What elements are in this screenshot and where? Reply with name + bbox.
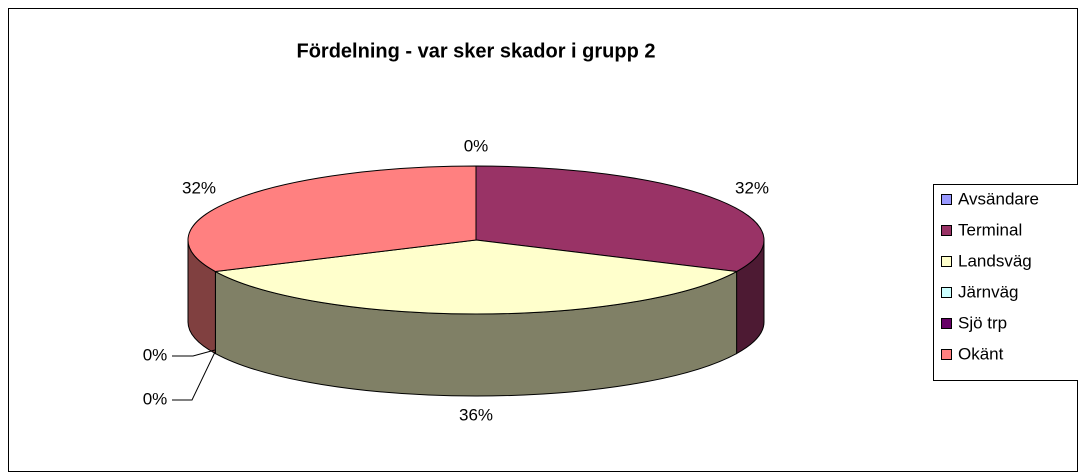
legend-box (933, 184, 1078, 381)
legend-swatch (941, 225, 952, 236)
legend-swatch (941, 287, 952, 298)
data-label: 0% (143, 389, 168, 408)
legend-label: Landsväg (958, 251, 1032, 270)
legend-label: Okänt (958, 344, 1004, 363)
legend-swatch (941, 349, 952, 360)
data-label: 36% (459, 405, 493, 424)
legend-label: Avsändare (958, 189, 1039, 208)
legend-label: Järnväg (958, 282, 1018, 301)
data-label: 0% (464, 136, 489, 155)
pie-slice (187, 165, 477, 273)
leader-line (172, 351, 216, 401)
data-label: 32% (735, 178, 769, 197)
pie-slice (475, 165, 765, 273)
legend-swatch (941, 194, 952, 205)
legend-swatch (941, 318, 952, 329)
pie-slice (213, 239, 739, 315)
data-label: 32% (182, 178, 216, 197)
data-label: 0% (143, 345, 168, 364)
legend-label: Terminal (958, 220, 1022, 239)
legend-label: Sjö trp (958, 313, 1007, 332)
leader-line (172, 349, 216, 357)
legend-swatch (941, 256, 952, 267)
chart-title: Fördelning - var sker skador i grupp 2 (297, 40, 656, 62)
